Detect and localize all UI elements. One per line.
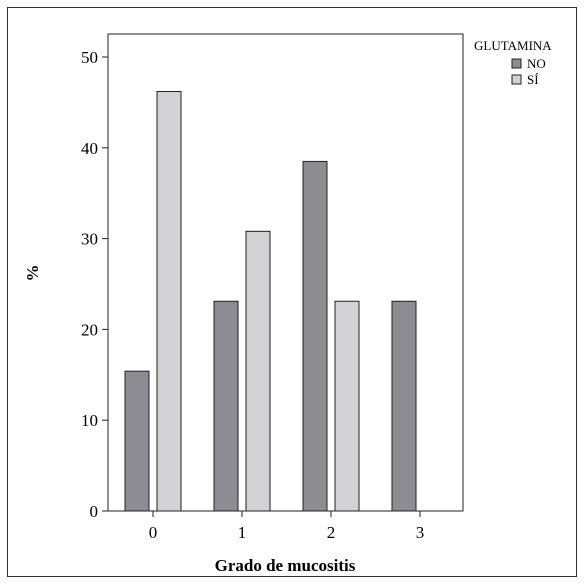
y-axis: 0 10 20 30 40 50 [81, 48, 108, 521]
legend-label: SÍ [527, 72, 539, 87]
bar-no-2 [302, 160, 328, 512]
y-tick-label: 10 [81, 411, 98, 430]
y-tick-label: 20 [81, 320, 98, 339]
bar-no-3 [391, 300, 417, 512]
bar-sí-2 [334, 300, 360, 512]
y-tick-label: 0 [90, 502, 99, 521]
x-axis: 0 1 2 3 [149, 511, 425, 542]
bar-sí-1 [245, 230, 271, 512]
legend-swatch [511, 58, 522, 69]
bar-no-1 [213, 300, 239, 512]
bar-no-0 [124, 370, 150, 512]
chart-frame [7, 7, 577, 577]
x-tick-label: 1 [238, 523, 247, 542]
x-axis-label: Grado de mucositis [215, 556, 356, 575]
legend-label: NO [527, 56, 546, 71]
bars [124, 91, 417, 512]
legend-swatch [511, 74, 522, 85]
y-tick-label: 40 [81, 139, 98, 158]
bar-sí-0 [156, 91, 182, 512]
y-tick-label: 50 [81, 48, 98, 67]
legend-title: GLUTAMINA [474, 38, 552, 53]
x-tick-label: 0 [149, 523, 158, 542]
y-axis-label: % [23, 265, 42, 282]
plot-area [107, 33, 464, 512]
y-tick-label: 30 [81, 230, 98, 249]
x-tick-label: 2 [327, 523, 336, 542]
x-tick-label: 3 [416, 523, 425, 542]
